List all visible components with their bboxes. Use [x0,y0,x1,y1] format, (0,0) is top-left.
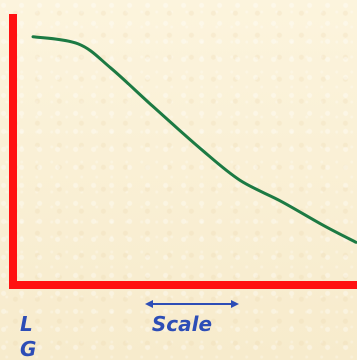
series-layer [31,35,357,244]
scale-arrow-icon [145,300,239,308]
bottom-label-g: G [20,337,36,360]
series-line-1 [31,35,357,244]
bottom-label-l: L [20,312,33,336]
x-axis-label: Scale [152,312,212,336]
